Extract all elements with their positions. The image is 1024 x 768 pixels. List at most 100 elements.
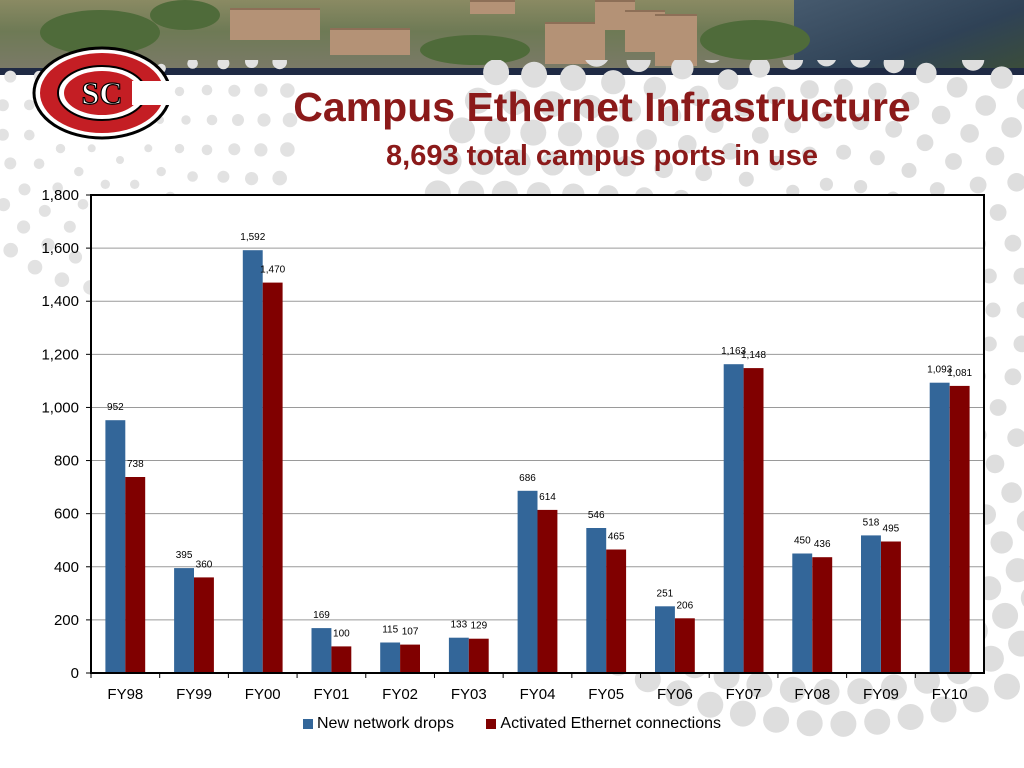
decor-dot (74, 166, 84, 177)
data-label: 133 (450, 620, 467, 631)
x-tick-label: FY99 (176, 686, 212, 703)
data-label: 169 (313, 610, 330, 621)
data-label: 107 (402, 627, 419, 638)
decor-dot (201, 144, 213, 156)
decor-dot (946, 77, 968, 98)
decor-dot (577, 153, 600, 176)
x-tick-label: FY01 (313, 686, 349, 703)
decor-dot (961, 60, 985, 71)
data-label: 395 (176, 550, 193, 561)
decor-dot (585, 60, 608, 67)
bar-new-drops-fy03 (448, 637, 469, 673)
decor-dot (77, 199, 89, 210)
bar-new-drops-fy08 (792, 553, 813, 673)
y-tick-label: 400 (54, 559, 79, 576)
decor-dot (945, 153, 962, 170)
x-tick-label: FY04 (520, 686, 556, 703)
decor-dot (1004, 234, 1022, 252)
decor-dot (721, 143, 739, 160)
banner-trees (700, 20, 810, 60)
decor-dot (654, 159, 673, 179)
decor-dot (257, 113, 271, 127)
decor-dot (763, 706, 790, 733)
banner-building (655, 14, 697, 66)
bar-new-drops-fy10 (929, 382, 950, 673)
decor-dot (187, 171, 198, 182)
data-label: 495 (883, 524, 900, 535)
y-tick-label: 1,000 (41, 399, 79, 416)
decor-dot (217, 60, 230, 70)
svg-text:SC: SC (82, 75, 123, 111)
bar-activated-fy02 (400, 644, 420, 673)
decor-dot (992, 602, 1019, 629)
decor-dot (1008, 630, 1024, 657)
decor-dot (766, 86, 786, 106)
decor-dot (144, 144, 153, 153)
y-tick-label: 200 (54, 612, 79, 629)
decor-dot (660, 105, 682, 127)
decor-dot (174, 143, 185, 154)
decor-dot (1004, 368, 1022, 386)
decor-dot (626, 60, 651, 72)
bar-activated-fy10 (949, 385, 970, 673)
decor-dot (985, 302, 1001, 318)
decor-dot (975, 95, 996, 116)
decor-dot (665, 680, 692, 707)
decor-dot (868, 82, 887, 102)
decor-dot (916, 62, 937, 84)
decor-dot (521, 61, 548, 88)
decor-dot (187, 60, 198, 69)
banner-building (230, 8, 320, 40)
decor-dot (4, 157, 17, 170)
decor-dot (671, 60, 694, 80)
decor-dot (751, 126, 769, 144)
bar-activated-fy05 (606, 549, 627, 673)
decor-dot (54, 272, 70, 287)
x-tick-label: FY00 (245, 686, 281, 703)
decor-dot (989, 204, 1007, 221)
decor-dot (68, 250, 83, 264)
decor-dot (228, 84, 241, 97)
slide-subtitle: 8,693 total campus ports in use (386, 140, 818, 172)
decor-dot (990, 531, 1013, 554)
decor-dot (601, 70, 626, 95)
decor-dot (869, 150, 885, 166)
bar-activated-fy01 (331, 646, 352, 673)
decor-dot (483, 60, 510, 86)
legend-item-new-drops: New network drops (303, 715, 454, 733)
decor-dot (880, 674, 907, 701)
decor-dot (769, 155, 784, 171)
decor-dot (688, 85, 709, 107)
decor-dot (697, 691, 724, 718)
decor-dot (55, 143, 66, 154)
decor-dot (746, 671, 773, 698)
data-label: 436 (814, 539, 831, 550)
decor-dot (578, 94, 603, 120)
decor-dot (33, 158, 45, 170)
decor-dot (0, 198, 11, 212)
decor-dot (836, 144, 852, 160)
decor-dot (981, 336, 997, 352)
data-label: 450 (794, 536, 811, 547)
decor-dot (181, 115, 191, 125)
bar-new-drops-fy99 (174, 568, 194, 673)
decor-dot (87, 144, 96, 153)
decor-dot (52, 182, 63, 193)
y-tick-label: 1,800 (41, 187, 79, 204)
decor-dot (916, 134, 934, 152)
decor-dot (897, 704, 924, 730)
decor-dot (41, 238, 55, 252)
decor-dot (464, 87, 491, 114)
decor-dot (864, 708, 891, 735)
chart-legend: New network drops Activated Ethernet con… (0, 715, 1024, 734)
decor-dot (1001, 482, 1022, 503)
decor-dot (830, 710, 857, 737)
bar-activated-fy98 (125, 477, 146, 673)
banner-building (330, 28, 410, 55)
x-tick-label: FY08 (794, 686, 830, 703)
decor-dot (280, 83, 295, 98)
decor-dot (813, 678, 840, 705)
decor-dot (18, 183, 31, 196)
data-label: 1,163 (721, 346, 746, 357)
decor-dot (985, 146, 1005, 166)
